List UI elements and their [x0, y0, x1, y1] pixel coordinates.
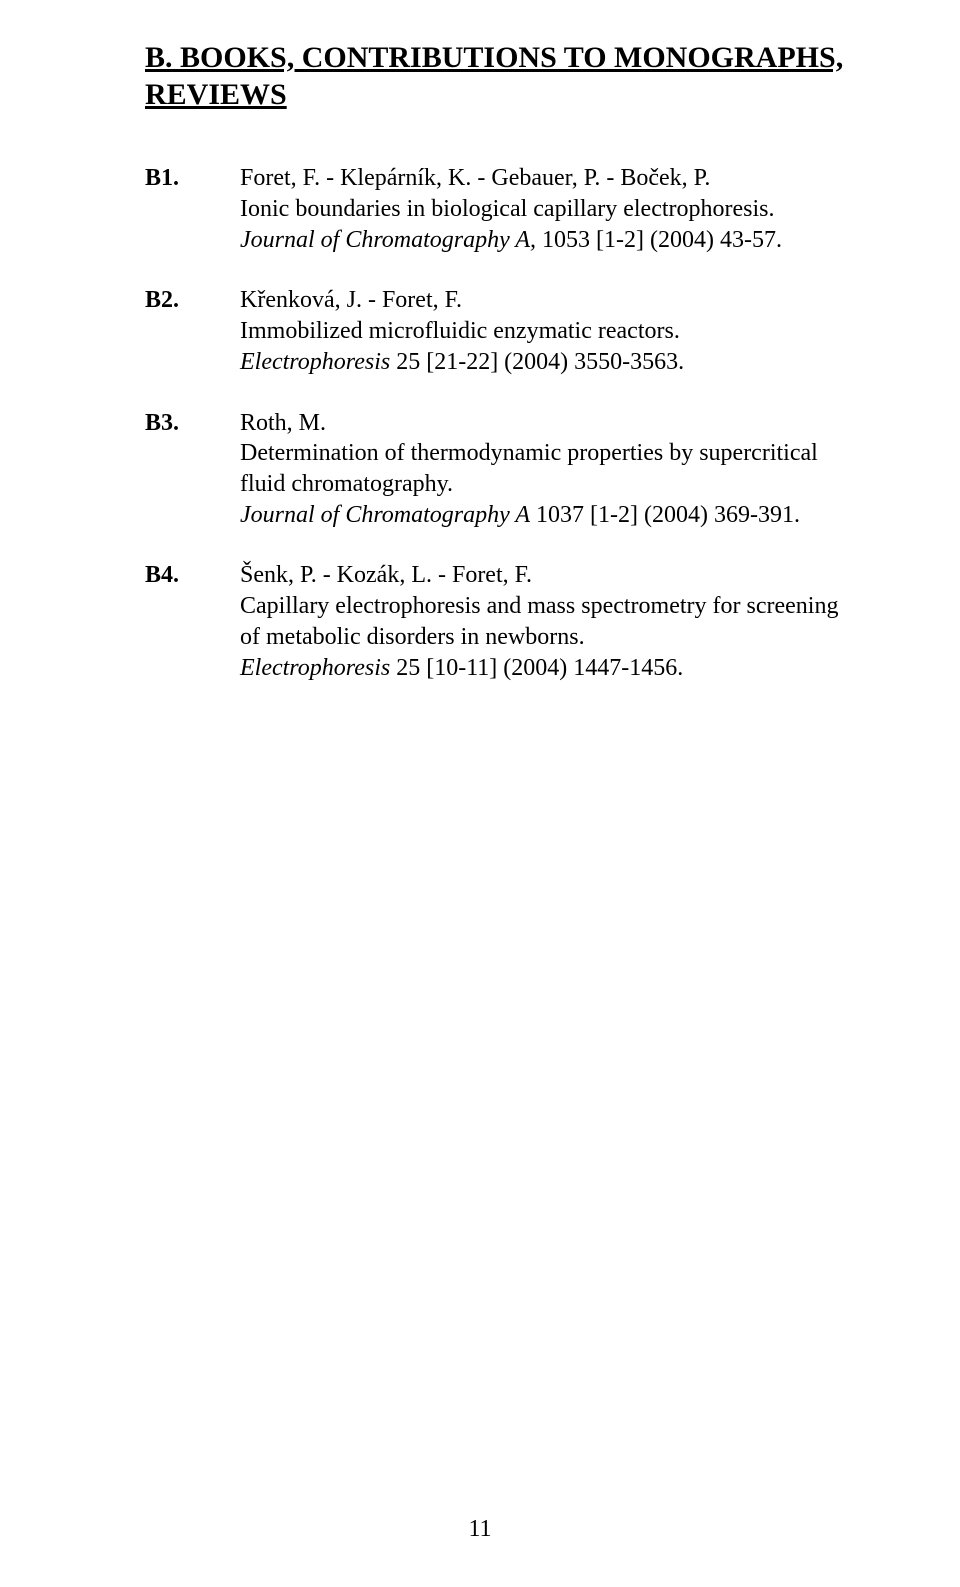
entry-journal: Electrophoresis 25 [21-22] (2004) 3550-3…	[240, 347, 845, 378]
entry-title: Determination of thermodynamic propertie…	[240, 438, 845, 499]
entry-body: Foret, F. - Klepárník, K. - Gebauer, P. …	[240, 163, 845, 255]
entry-journal: Electrophoresis 25 [10-11] (2004) 1447-1…	[240, 653, 845, 684]
entry-label: B1.	[145, 163, 240, 255]
entry-label: B4.	[145, 560, 240, 683]
entry-body: Šenk, P. - Kozák, L. - Foret, F. Capilla…	[240, 560, 845, 683]
section-heading: B. BOOKS, CONTRIBUTIONS TO MONOGRAPHS, R…	[145, 40, 845, 113]
entry-authors: Křenková, J. - Foret, F.	[240, 285, 845, 316]
entry-body: Křenková, J. - Foret, F. Immobilized mic…	[240, 285, 845, 377]
entry-authors: Roth, M.	[240, 408, 845, 439]
entry-label: B3.	[145, 408, 240, 531]
page-number: 11	[0, 1516, 960, 1543]
entry-title: Ionic boundaries in biological capillary…	[240, 194, 845, 225]
bibliography-entry: B1. Foret, F. - Klepárník, K. - Gebauer,…	[145, 163, 845, 255]
entry-journal: Journal of Chromatography A 1037 [1-2] (…	[240, 500, 845, 531]
bibliography-entry: B4. Šenk, P. - Kozák, L. - Foret, F. Cap…	[145, 560, 845, 683]
bibliography-entry: B2. Křenková, J. - Foret, F. Immobilized…	[145, 285, 845, 377]
entry-title: Immobilized microfluidic enzymatic react…	[240, 316, 845, 347]
entry-authors: Šenk, P. - Kozák, L. - Foret, F.	[240, 560, 845, 591]
entry-journal: Journal of Chromatography A, 1053 [1-2] …	[240, 225, 845, 256]
entry-label: B2.	[145, 285, 240, 377]
entry-body: Roth, M. Determination of thermodynamic …	[240, 408, 845, 531]
entry-authors: Foret, F. - Klepárník, K. - Gebauer, P. …	[240, 163, 845, 194]
bibliography-entry: B3. Roth, M. Determination of thermodyna…	[145, 408, 845, 531]
entry-title: Capillary electrophoresis and mass spect…	[240, 591, 845, 652]
